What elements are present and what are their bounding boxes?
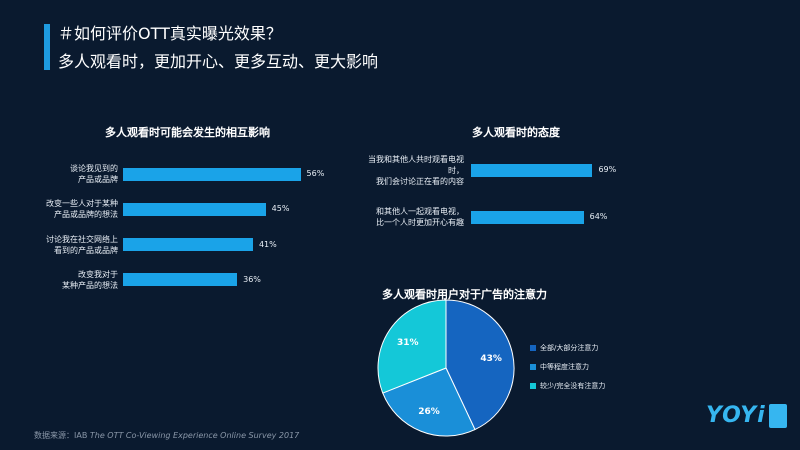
title-accent-bar [44, 24, 50, 70]
chart2-category-line: 我们会讨论正在看的内容 [376, 176, 464, 186]
chart2-category-line: 和其他人一起观看电视， [376, 207, 464, 216]
chart1-category-line: 谈论我见到的 [70, 164, 118, 173]
chart2-category-line: 时， [448, 165, 464, 175]
brand-logo: YOYi [706, 403, 787, 428]
chart1-category-line: 改变一些人对于某种 [46, 199, 118, 209]
page-title: ＃如何评价OTT真实曝光效果？ [58, 24, 282, 43]
chart1-title: 多人观看时可能会发生的相互影响 [105, 126, 270, 139]
legend-label: 较少/完全没有注意力 [540, 381, 606, 390]
legend-item: 全部/大部分注意力 [530, 338, 605, 357]
chart3-pie: 43% 26% 31% [377, 299, 515, 437]
chart1-category-line: 讨论我在社交网络上 [46, 234, 118, 244]
chart1-bar [123, 238, 253, 252]
chart2-value-label: 64% [589, 212, 608, 221]
page-subtitle: 多人观看时，更加开心、更多互动、更大影响 [58, 52, 379, 71]
chart2-bar [471, 210, 584, 224]
chart2-category-label: 和其他人一起观看电视， 比一个人时更加开心有趣 [344, 206, 464, 228]
logo-text: YOYi [706, 403, 766, 428]
chart1-bar [123, 202, 266, 216]
chart1-category-line: 某种产品的想法 [62, 280, 118, 290]
chart3-legend: 全部/大部分注意力 中等程度注意力较少/完全没有注意力 [530, 338, 605, 395]
source-prefix: 数据来源：IAB [34, 431, 88, 440]
chart1-category-line: 产品或品牌 [78, 175, 118, 184]
chart2-bar [471, 163, 593, 177]
chart1-category-line: 看到的产品或品牌 [54, 245, 118, 255]
pie-slice [382, 367, 476, 437]
legend-item: 较少/完全没有注意力 [530, 376, 605, 395]
legend-swatch [530, 382, 536, 389]
source-note: 数据来源：IAB The OTT Co-Viewing Experience O… [34, 430, 299, 441]
source-title: The OTT Co-Viewing Experience Online Sur… [89, 431, 300, 440]
legend-label: 中等程度注意力 [540, 362, 589, 371]
chart1-category-line: 改变我对于 [78, 269, 118, 279]
chart1-bar [123, 273, 238, 287]
chart2-category-line: 比一个人时更加开心有趣 [376, 218, 464, 227]
legend-item: 中等程度注意力 [530, 357, 605, 376]
legend-label: 全部/大部分注意力 [540, 343, 599, 352]
pie-value-label: 31% [397, 338, 419, 348]
chart1-value-label: 41% [258, 239, 277, 249]
chart2-value-label: 69% [598, 165, 617, 174]
chart2-category-line: 当我和其他人共时观看电视 [368, 154, 464, 164]
chart2-category-label: 当我和其他人共时观看电视 时， 我们会讨论正在看的内容 [344, 154, 464, 187]
chart1-value-label: 56% [306, 169, 325, 178]
chart1-value-label: 36% [243, 274, 261, 284]
chart1-category-line: 产品或品牌的想法 [54, 210, 118, 220]
chart1-bar [123, 167, 301, 181]
legend-swatch [530, 344, 536, 351]
chart3-title: 多人观看时用户对于广告的注意力 [382, 288, 547, 301]
chart1-category-label: 讨论我在社交网络上 看到的产品或品牌 [30, 234, 118, 256]
pie-value-label: 26% [418, 407, 440, 417]
chart2-title: 多人观看时的态度 [472, 126, 560, 139]
pie-slice [445, 299, 515, 431]
logo-badge [768, 403, 787, 428]
pie-slice [377, 299, 447, 394]
pie-value-label: 43% [480, 354, 502, 364]
legend-swatch [530, 363, 536, 370]
chart1-category-label: 改变一些人对于某种 产品或品牌的想法 [30, 198, 118, 220]
chart1-category-label: 改变我对于 某种产品的想法 [30, 269, 118, 291]
chart1-category-label: 谈论我见到的产品或品牌 [30, 163, 118, 185]
chart1-value-label: 45% [271, 204, 290, 214]
